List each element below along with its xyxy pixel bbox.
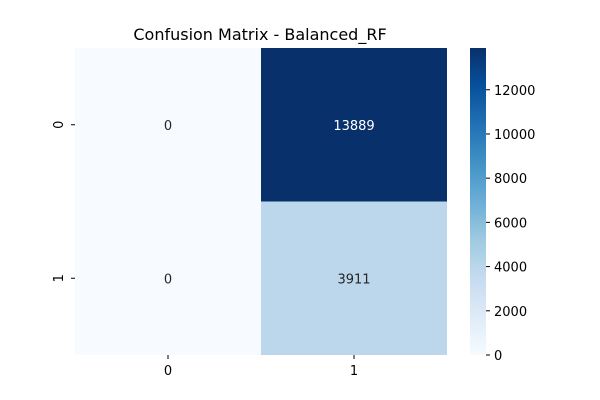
- cell-value-label-0-1: 13889: [333, 119, 374, 134]
- x-tick-label: 1: [350, 364, 358, 379]
- colorbar-tick-label: 6000: [494, 216, 527, 231]
- colorbar-tick-label: 2000: [494, 305, 527, 320]
- colorbar-gradient: [470, 48, 486, 355]
- colorbar-tick-label: 8000: [494, 172, 527, 187]
- colorbar-tick-label: 10000: [494, 128, 535, 143]
- y-tick-label: 1: [52, 274, 67, 282]
- cell-value-label-0-0: 0: [164, 119, 172, 134]
- heatmap-grid: 0 13889 0 3911: [75, 48, 447, 355]
- colorbar-tick-label: 4000: [494, 261, 527, 276]
- cell-value-label-1-0: 0: [164, 272, 172, 287]
- chart-title: Confusion Matrix - Balanced_RF: [133, 25, 386, 45]
- colorbar-tick-label: 12000: [494, 84, 535, 99]
- heatmap-cell-0-0: [75, 48, 261, 202]
- heatmap-cell-1-1: [261, 201, 447, 355]
- y-tick-label: 0: [52, 121, 67, 129]
- cell-value-label-1-1: 3911: [337, 272, 370, 287]
- y-axis: 01: [52, 121, 75, 282]
- heatmap-cell-1-0: [75, 201, 261, 355]
- heatmap-cell-0-1: [261, 48, 447, 202]
- colorbar-tick-label: 0: [494, 349, 502, 364]
- colorbar: 0 2000 4000 6000 8000 10000 12000: [470, 48, 535, 364]
- x-tick-label: 0: [164, 364, 172, 379]
